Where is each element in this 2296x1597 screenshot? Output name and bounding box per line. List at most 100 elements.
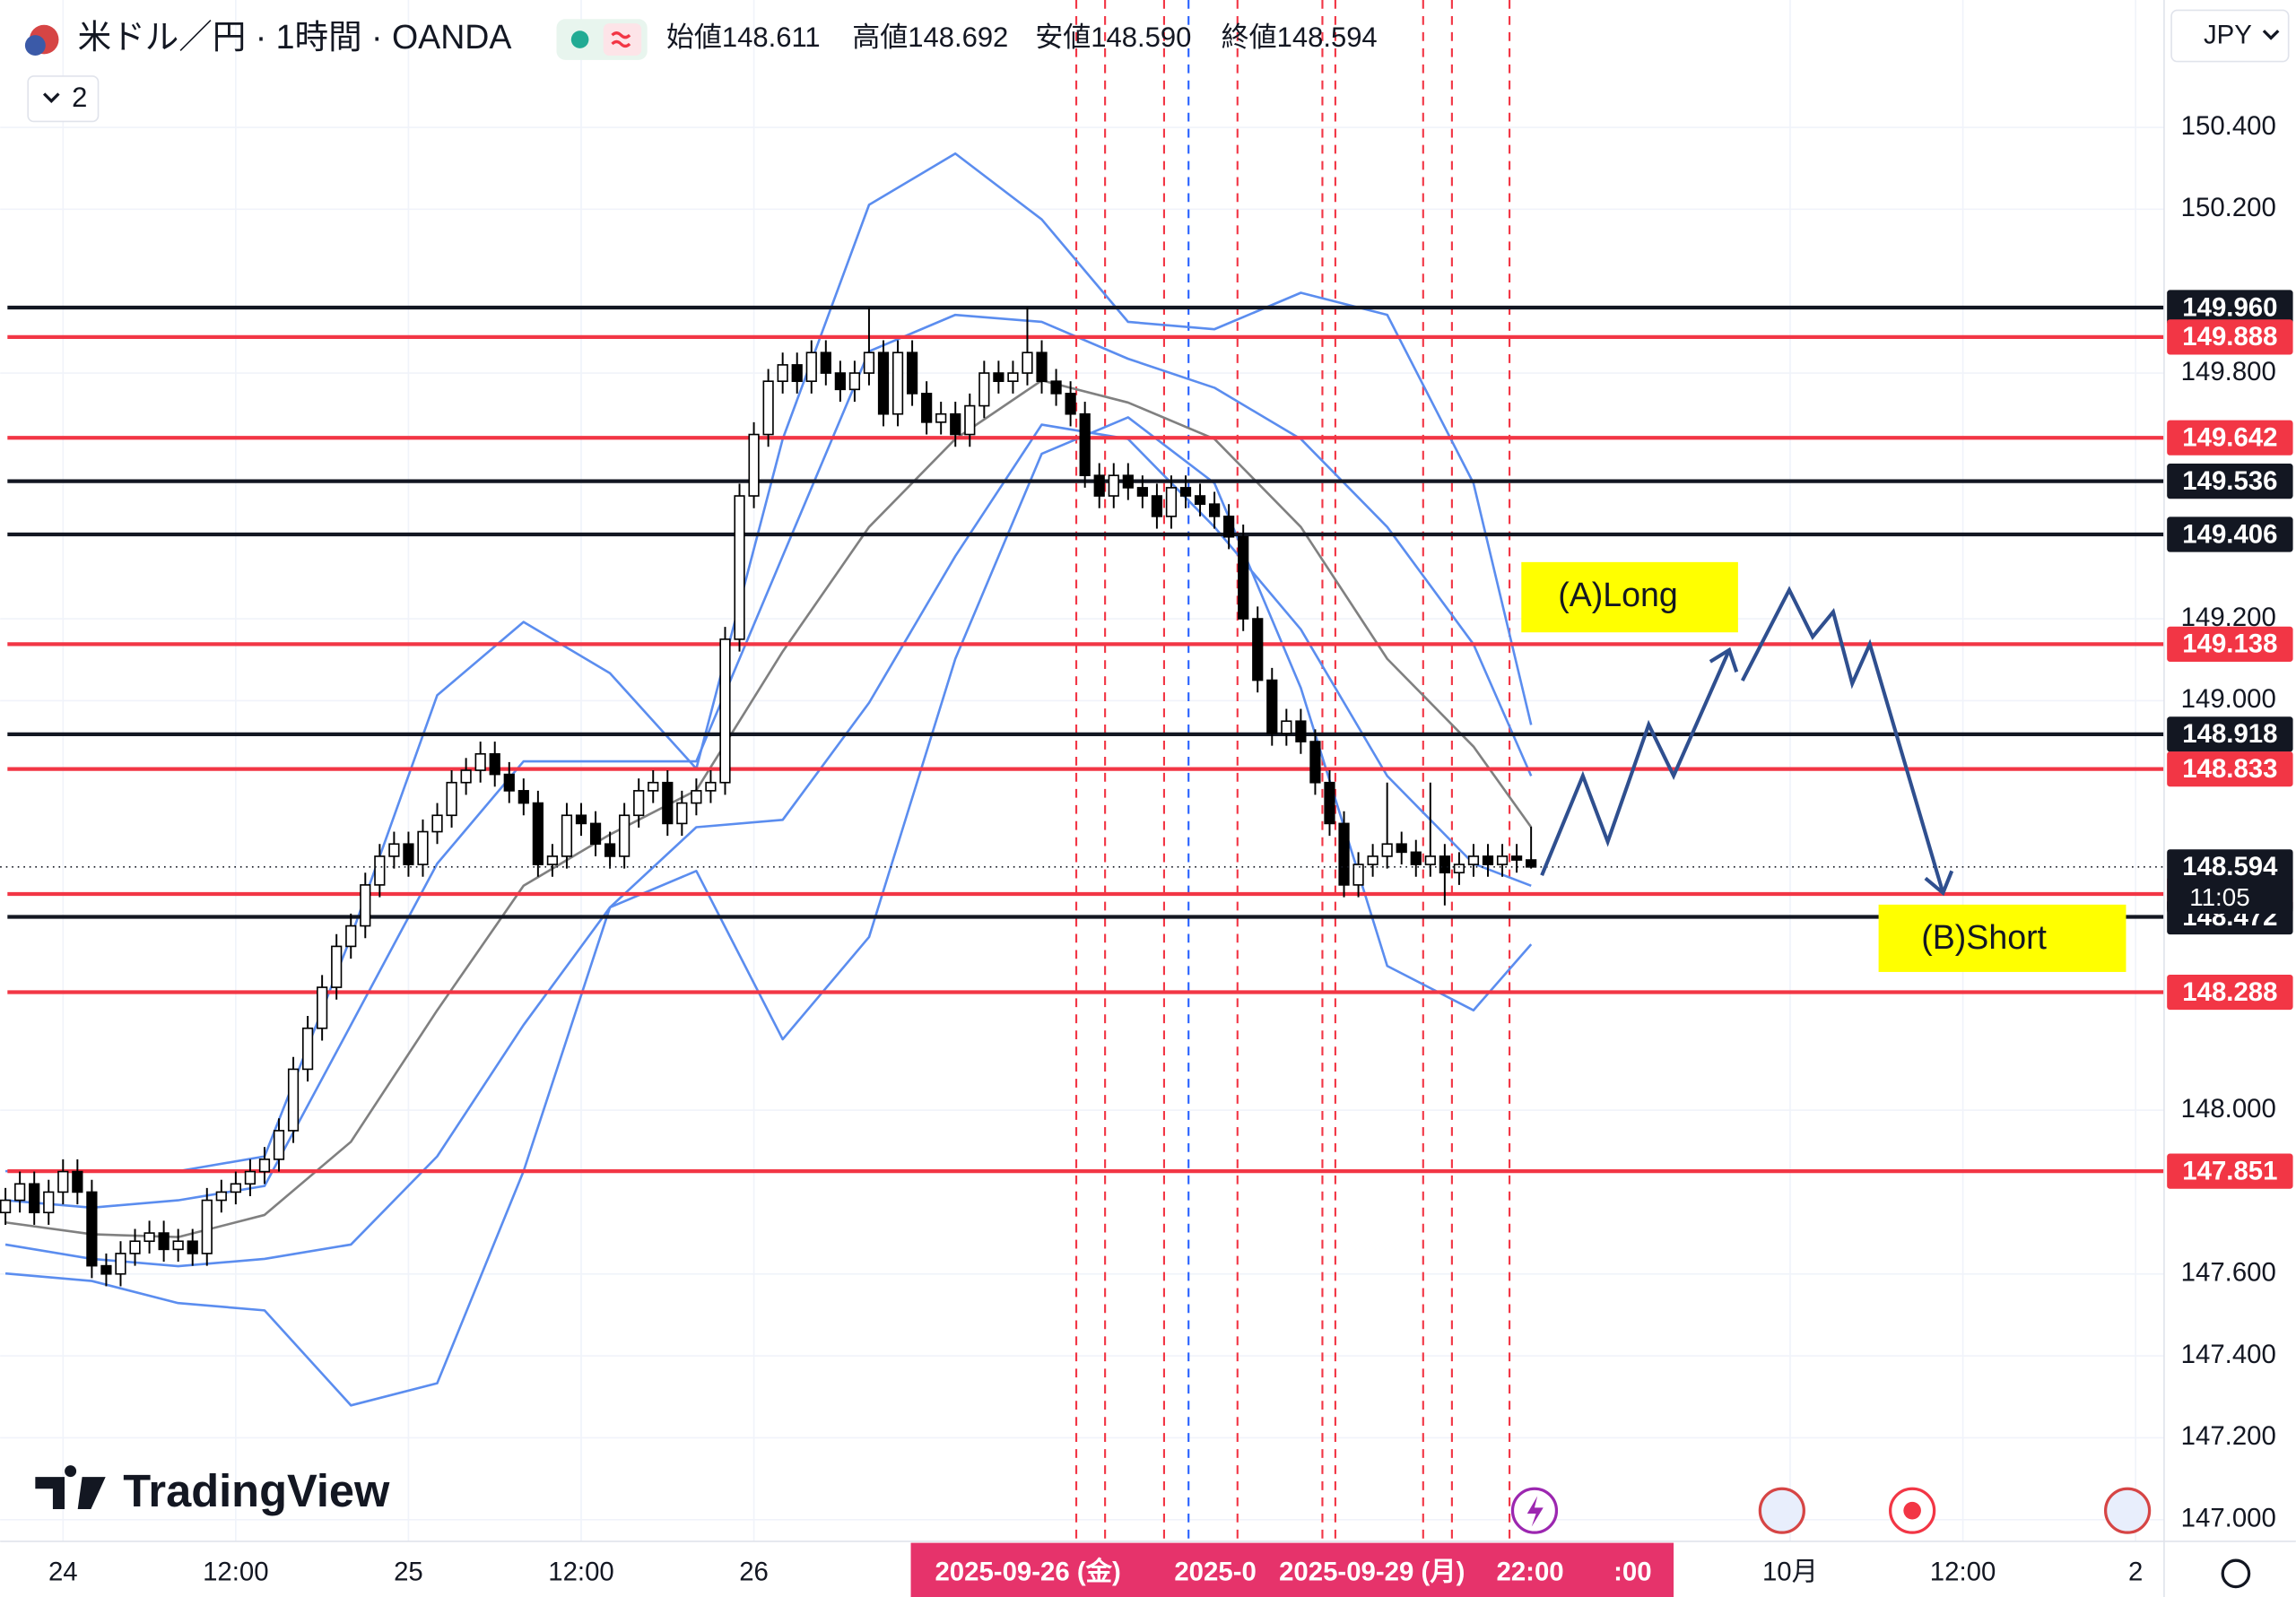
candle-body [1179,487,1192,497]
indicator-toggle[interactable] [27,75,100,123]
candle-body [834,372,846,391]
level-label: 147.851 [2182,1157,2277,1186]
crosshair-time-label: 22:00 [1496,1558,1563,1587]
candle-body [187,1240,198,1254]
event-icon[interactable] [1758,1487,1805,1534]
delay-badge [603,23,642,56]
chevron-icon [2262,30,2280,40]
candle-body [474,752,486,771]
level-label-box [2167,626,2293,662]
level-label-box [2167,716,2293,752]
annotation: (B)Short [1921,918,2047,956]
x-tick-label: 24 [48,1558,78,1587]
candle-body [1266,679,1278,734]
candle-body [503,773,515,792]
candle-body [115,1253,126,1275]
arrow-head [1924,870,1954,897]
candle-body [1295,720,1307,742]
short-path [1740,586,1945,894]
candle-body [1036,352,1048,382]
bollinger-band [4,416,1533,1407]
candle-body [14,1183,26,1202]
level-label-box [2167,1153,2293,1189]
candle-body [1151,495,1163,517]
candle-body [144,1232,155,1243]
ohlc-open: 始値148.611 [666,22,821,53]
candle-body [877,352,890,415]
level-label: 149.406 [2182,519,2277,549]
candle-body [575,814,587,825]
ohlc-close: 終値148.594 [1222,22,1378,53]
y-tick-label: 149.800 [2181,357,2276,386]
candle-body [1194,495,1206,505]
candle-body [1050,380,1062,395]
candle-body [762,380,774,436]
time-label-bar [910,1542,1674,1597]
candle-body [1208,503,1221,517]
candle-body [935,412,947,423]
y-tick-label: 147.200 [2181,1421,2276,1451]
indicator-count: 2 [72,82,87,113]
candle-body [1367,855,1378,865]
candle-body [1324,781,1335,825]
current-price-box [2167,849,2293,915]
candle-body [777,364,788,382]
level-label: 148.918 [2182,719,2277,749]
candle-body [691,790,702,804]
candle-body [230,1183,241,1193]
plot-area [0,0,2164,1541]
market-open-dot [570,30,589,48]
y-tick-label: 149.000 [2181,684,2276,714]
current-price-label: 148.594 [2182,852,2278,881]
level-label-box [2167,751,2293,787]
crosshair-time-label: 2025-09-26 (金) [935,1557,1120,1587]
candle-body [301,1027,314,1071]
candle-body [273,1130,285,1160]
candle-body [719,638,731,784]
candle-body [517,790,529,804]
candle-body [1410,851,1422,865]
candle-body [705,781,717,792]
candle-body [57,1170,69,1193]
candle-body [287,1068,300,1132]
candle-body [244,1170,257,1185]
symbol-icon [24,35,46,56]
candle-body [1136,487,1148,497]
candle-body [72,1170,83,1193]
candle-body [1381,843,1393,857]
candle-body [561,814,573,857]
ohlc-high: 高値148.692 [852,22,1008,53]
candle-body [532,802,544,865]
long-path [1540,648,1731,876]
settings-icon[interactable] [2221,1558,2251,1589]
y-tick-label: 150.400 [2181,111,2276,141]
candle-body [1526,859,1537,868]
candle-body [604,843,616,857]
y-tick-label: 147.600 [2181,1258,2276,1288]
candle-body [619,814,631,857]
arrow-head [1709,647,1739,673]
annotation-box [1521,561,1738,633]
annotation: (A)Long [1558,576,1678,613]
candle-body [1065,393,1076,415]
level-label-box [2167,974,2293,1011]
candle-body [1238,535,1249,620]
crosshair-time-label: :00 [1613,1558,1651,1587]
candle-body [1309,741,1321,784]
level-label: 149.536 [2182,466,2277,496]
currency-button[interactable] [2170,9,2290,63]
candle-body [388,843,400,857]
x-tick-label: 10月 [1762,1558,1818,1587]
candle-body [417,830,429,865]
candle-body [1165,487,1178,517]
level-label: 149.138 [2182,629,2277,659]
event-icon[interactable] [2103,1487,2152,1534]
x-tick-label: 2 [2128,1558,2143,1587]
candle-body [489,752,500,776]
candle-body [1439,855,1450,874]
candle-body [662,781,674,825]
event-glyph [1903,1501,1921,1520]
y-tick-label: 147.000 [2181,1504,2276,1533]
y-tick-label: 148.000 [2181,1094,2276,1124]
